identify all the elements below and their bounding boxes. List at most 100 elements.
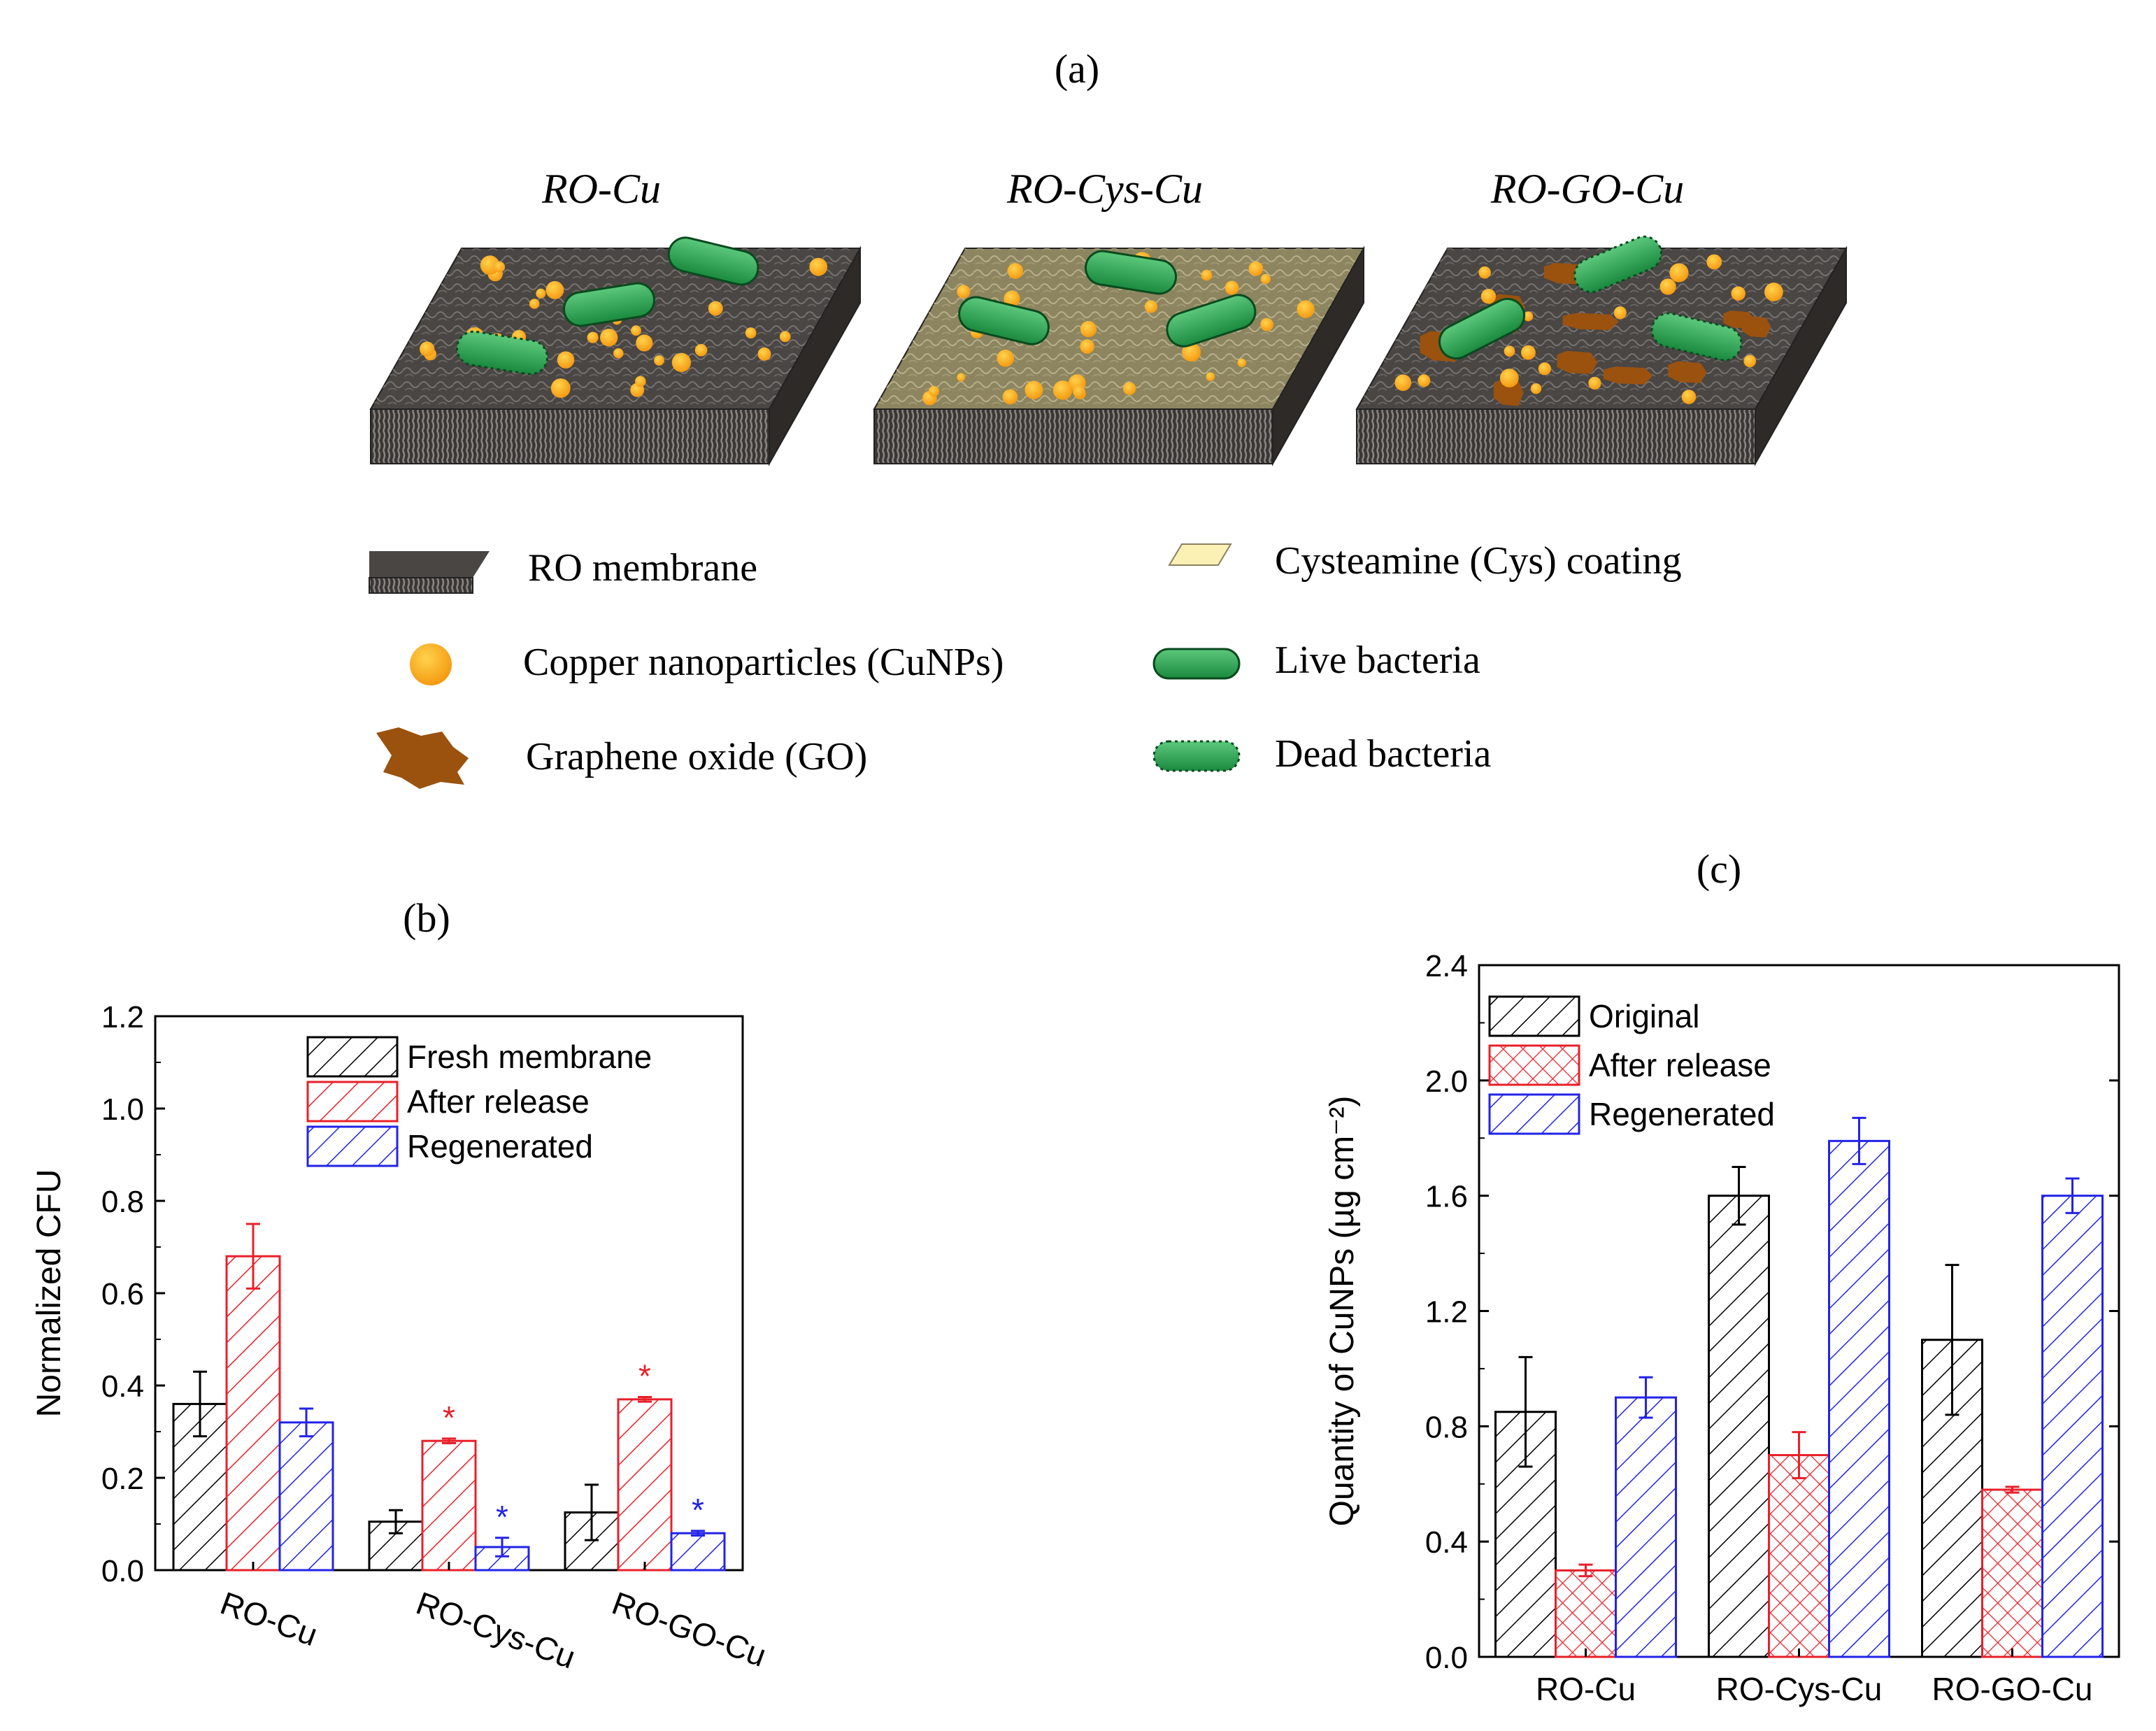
bar-regenerated bbox=[1615, 1396, 1677, 1658]
legend-go-label: Graphene oxide (GO) bbox=[526, 735, 867, 778]
cu-nanoparticle bbox=[494, 261, 506, 273]
chart-b: 0.0 0.2 0.4 0.6 0.8 1.0 1.2 Normalized CFU RO-Cu… bbox=[31, 1000, 771, 1676]
legend-cys-coating-label: Cysteamine (Cys) coating bbox=[1275, 539, 1682, 583]
membrane-schemes: RO-Cu RO-Cys-Cu RO-GO-Cu bbox=[369, 166, 1848, 466]
cu-nanoparticle bbox=[1538, 362, 1551, 376]
cu-nanoparticle bbox=[1225, 280, 1239, 295]
cu-nanoparticle bbox=[1260, 318, 1273, 332]
panel-a-legend: RO membrane Cysteamine (Cys) coating Cop… bbox=[369, 539, 1682, 789]
live-bacterium bbox=[563, 282, 655, 327]
cu-nanoparticle bbox=[631, 325, 641, 336]
cu-nanoparticle bbox=[1248, 261, 1264, 276]
cu-nanoparticle bbox=[1206, 372, 1215, 381]
dead-bacterium bbox=[1650, 312, 1743, 362]
go-flake bbox=[1668, 361, 1707, 383]
go-flake bbox=[1604, 366, 1653, 385]
bar-regenerated bbox=[278, 1421, 334, 1572]
cu-nanoparticle bbox=[1297, 300, 1315, 318]
legend-ro-membrane-label: RO membrane bbox=[528, 546, 757, 590]
membrane-side bbox=[1755, 245, 1847, 466]
cu-nanoparticle bbox=[1588, 376, 1601, 390]
y-axis-label: Quantity of CuNPs (µg cm⁻²) bbox=[1324, 1096, 1361, 1527]
go-flake bbox=[1562, 313, 1620, 330]
membrane-top-texture bbox=[874, 248, 1364, 409]
bar-after-release bbox=[225, 1255, 281, 1572]
live-bacteria-icon bbox=[1152, 648, 1241, 680]
legend-label: Original bbox=[1589, 998, 1700, 1034]
cu-nanoparticle bbox=[957, 285, 971, 299]
y-tick-label: 0.2 bbox=[101, 1462, 144, 1496]
membrane-side bbox=[769, 245, 861, 466]
membrane-front bbox=[1356, 408, 1756, 464]
cu-nanoparticle bbox=[1480, 288, 1497, 304]
cu-nanoparticle bbox=[1418, 374, 1431, 387]
membrane-icon-side bbox=[369, 577, 473, 594]
cu-nanoparticle bbox=[1504, 346, 1515, 357]
live-bacterium bbox=[958, 296, 1050, 346]
cu-nanoparticle bbox=[1004, 290, 1020, 307]
x-tick-label: RO-GO-Cu bbox=[1932, 1671, 2093, 1707]
legend-ro-membrane: RO membrane bbox=[369, 546, 757, 594]
go-icon bbox=[376, 727, 469, 789]
x-tick-label: RO-Cys-Cu bbox=[1716, 1671, 1883, 1707]
cu-nanoparticle bbox=[1052, 380, 1073, 400]
cu-nanoparticle bbox=[1182, 343, 1201, 362]
legend-dead-bacteria: Dead bacteria bbox=[1152, 732, 1491, 776]
legend-live-bacteria-label: Live bacteria bbox=[1275, 639, 1480, 682]
bar-after-release bbox=[617, 1398, 673, 1572]
cu-nanoparticle bbox=[1613, 306, 1627, 320]
cu-nanoparticle bbox=[1007, 263, 1024, 279]
membrane-scheme-ro-cu: RO-Cu bbox=[369, 166, 862, 466]
cu-nanoparticle bbox=[1669, 263, 1689, 283]
live-bacterium bbox=[667, 236, 759, 286]
legend-label: Fresh membrane bbox=[407, 1039, 652, 1075]
y-tick-label: 0.4 bbox=[101, 1369, 144, 1404]
cu-nanoparticle bbox=[1764, 283, 1783, 301]
bar-regenerated bbox=[2041, 1195, 2104, 1658]
cu-nanoparticle bbox=[545, 280, 564, 299]
cu-nanoparticle bbox=[1659, 278, 1676, 295]
bar-regenerated bbox=[670, 1532, 726, 1572]
legend-label: After release bbox=[407, 1083, 590, 1120]
live-bacterium bbox=[1085, 250, 1177, 295]
cu-nanoparticle bbox=[536, 288, 546, 299]
legend-swatch bbox=[1488, 995, 1580, 1037]
membrane-icon bbox=[369, 551, 490, 578]
legend-swatch bbox=[306, 1081, 399, 1123]
legend-dead-bacteria-label: Dead bacteria bbox=[1275, 732, 1491, 776]
legend-cunps: Copper nanoparticles (CuNPs) bbox=[410, 641, 1004, 685]
legend-go: Graphene oxide (GO) bbox=[376, 727, 867, 789]
cu-nanoparticle bbox=[957, 373, 966, 382]
cu-nanoparticle bbox=[636, 334, 653, 352]
live-bacterium bbox=[1438, 297, 1526, 360]
x-tick-label: RO-Cu bbox=[216, 1585, 322, 1653]
bar-regenerated bbox=[1828, 1139, 1890, 1658]
x-tick-label: RO-Cu bbox=[1536, 1671, 1636, 1707]
cu-nanoparticle bbox=[1122, 382, 1136, 395]
cu-nanoparticle bbox=[1002, 389, 1018, 405]
bar-after-release bbox=[1555, 1569, 1617, 1658]
x-tick-label: RO-GO-Cu bbox=[608, 1585, 771, 1674]
cu-nanoparticle bbox=[599, 328, 618, 347]
x-tick-label: RO-Cys-Cu bbox=[412, 1585, 580, 1676]
cu-nanoparticle bbox=[557, 351, 575, 369]
cu-nanoparticle bbox=[1073, 385, 1085, 399]
cu-nanoparticle bbox=[1731, 286, 1745, 301]
cu-nanoparticle bbox=[613, 348, 624, 359]
y-tick-label: 0.0 bbox=[1425, 1641, 1468, 1675]
cu-nanoparticle bbox=[635, 376, 646, 387]
go-flake bbox=[1493, 379, 1524, 406]
y-tick-label: 1.2 bbox=[101, 1000, 144, 1034]
legend-label: After release bbox=[1589, 1047, 1771, 1083]
significance-mark: * bbox=[496, 1499, 508, 1535]
significance-mark: * bbox=[443, 1399, 455, 1436]
cu-nanoparticle bbox=[1681, 390, 1697, 404]
cu-nanoparticle bbox=[1237, 358, 1246, 367]
panel-a-label: (a) bbox=[1055, 46, 1099, 92]
cu-nanoparticle bbox=[420, 341, 435, 357]
legend-label: Regenerated bbox=[1589, 1096, 1775, 1132]
chart-c: 0.0 0.4 0.8 1.2 1.6 2.0 2.4 Quantity of CuNPs (… bbox=[1324, 949, 2120, 1707]
cu-nanoparticle bbox=[809, 257, 828, 276]
bar-after-release bbox=[1768, 1454, 1830, 1658]
